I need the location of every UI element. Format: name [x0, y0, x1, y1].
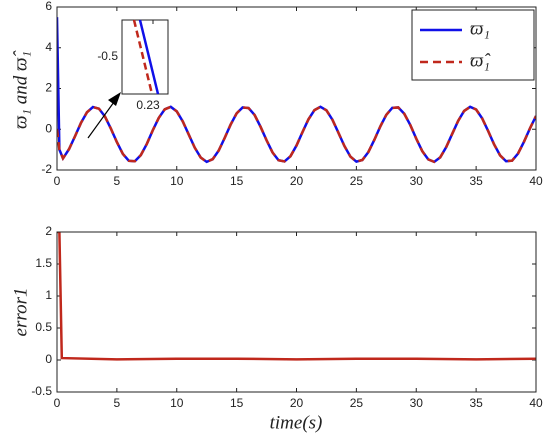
x-tick-label: 40 [529, 396, 543, 410]
series-line [57, 232, 536, 361]
y-tick-label: 6 [45, 0, 52, 13]
plot-frame [56, 6, 537, 171]
x-tick-label: 20 [290, 174, 304, 188]
series-line [57, 105, 536, 164]
y-tick-label: 0 [45, 121, 52, 135]
y-tick-label: 2 [45, 81, 52, 95]
y-tick-label: 4 [45, 40, 52, 54]
x-axis-label: time(s) [270, 412, 323, 433]
x-tick-label: 25 [350, 174, 364, 188]
legend-label: ϖ̂₁ [470, 50, 491, 71]
x-tick-label: 40 [529, 174, 543, 188]
y-axis-label: ϖ₁ and ϖ̂₁ [10, 50, 31, 129]
x-tick-label: 30 [410, 174, 424, 188]
x-tick-label: 5 [114, 174, 121, 188]
arrow-head [108, 92, 121, 106]
x-tick-label: 25 [350, 396, 364, 410]
x-tick-label: 20 [290, 396, 304, 410]
x-tick-label: 0 [54, 396, 61, 410]
y-tick-label: -2 [41, 162, 52, 176]
x-tick-label: 15 [230, 396, 244, 410]
y-tick-label: 0 [45, 352, 52, 366]
inset-line [138, 19, 160, 95]
legend-frame [411, 9, 535, 81]
x-tick-label: 35 [469, 174, 483, 188]
x-tick-label: 5 [114, 396, 121, 410]
inset-frame [121, 19, 169, 95]
inset-line [132, 19, 154, 95]
y-tick-label: 0.5 [35, 320, 52, 334]
y-tick-label: 2 [45, 224, 52, 238]
x-tick-label: 10 [170, 174, 184, 188]
x-tick-label: 10 [170, 396, 184, 410]
inset: -0.5 0.23 [87, 19, 169, 139]
y-tick-label: 1 [45, 288, 52, 302]
x-tick-label: 35 [469, 396, 483, 410]
plot-frame [56, 231, 537, 393]
x-tick-label: 0 [54, 174, 61, 188]
inset-label: 0.23 [136, 98, 160, 112]
x-tick-label: 30 [410, 396, 424, 410]
x-tick-label: 15 [230, 174, 244, 188]
y-tick-label: 1.5 [35, 256, 52, 270]
y-axis-label: error1 [10, 288, 31, 337]
y-tick-label: -0.5 [31, 384, 52, 398]
inset-label: -0.5 [97, 49, 118, 63]
legend-label: ϖ₁ [470, 18, 490, 39]
arrow [87, 101, 115, 139]
